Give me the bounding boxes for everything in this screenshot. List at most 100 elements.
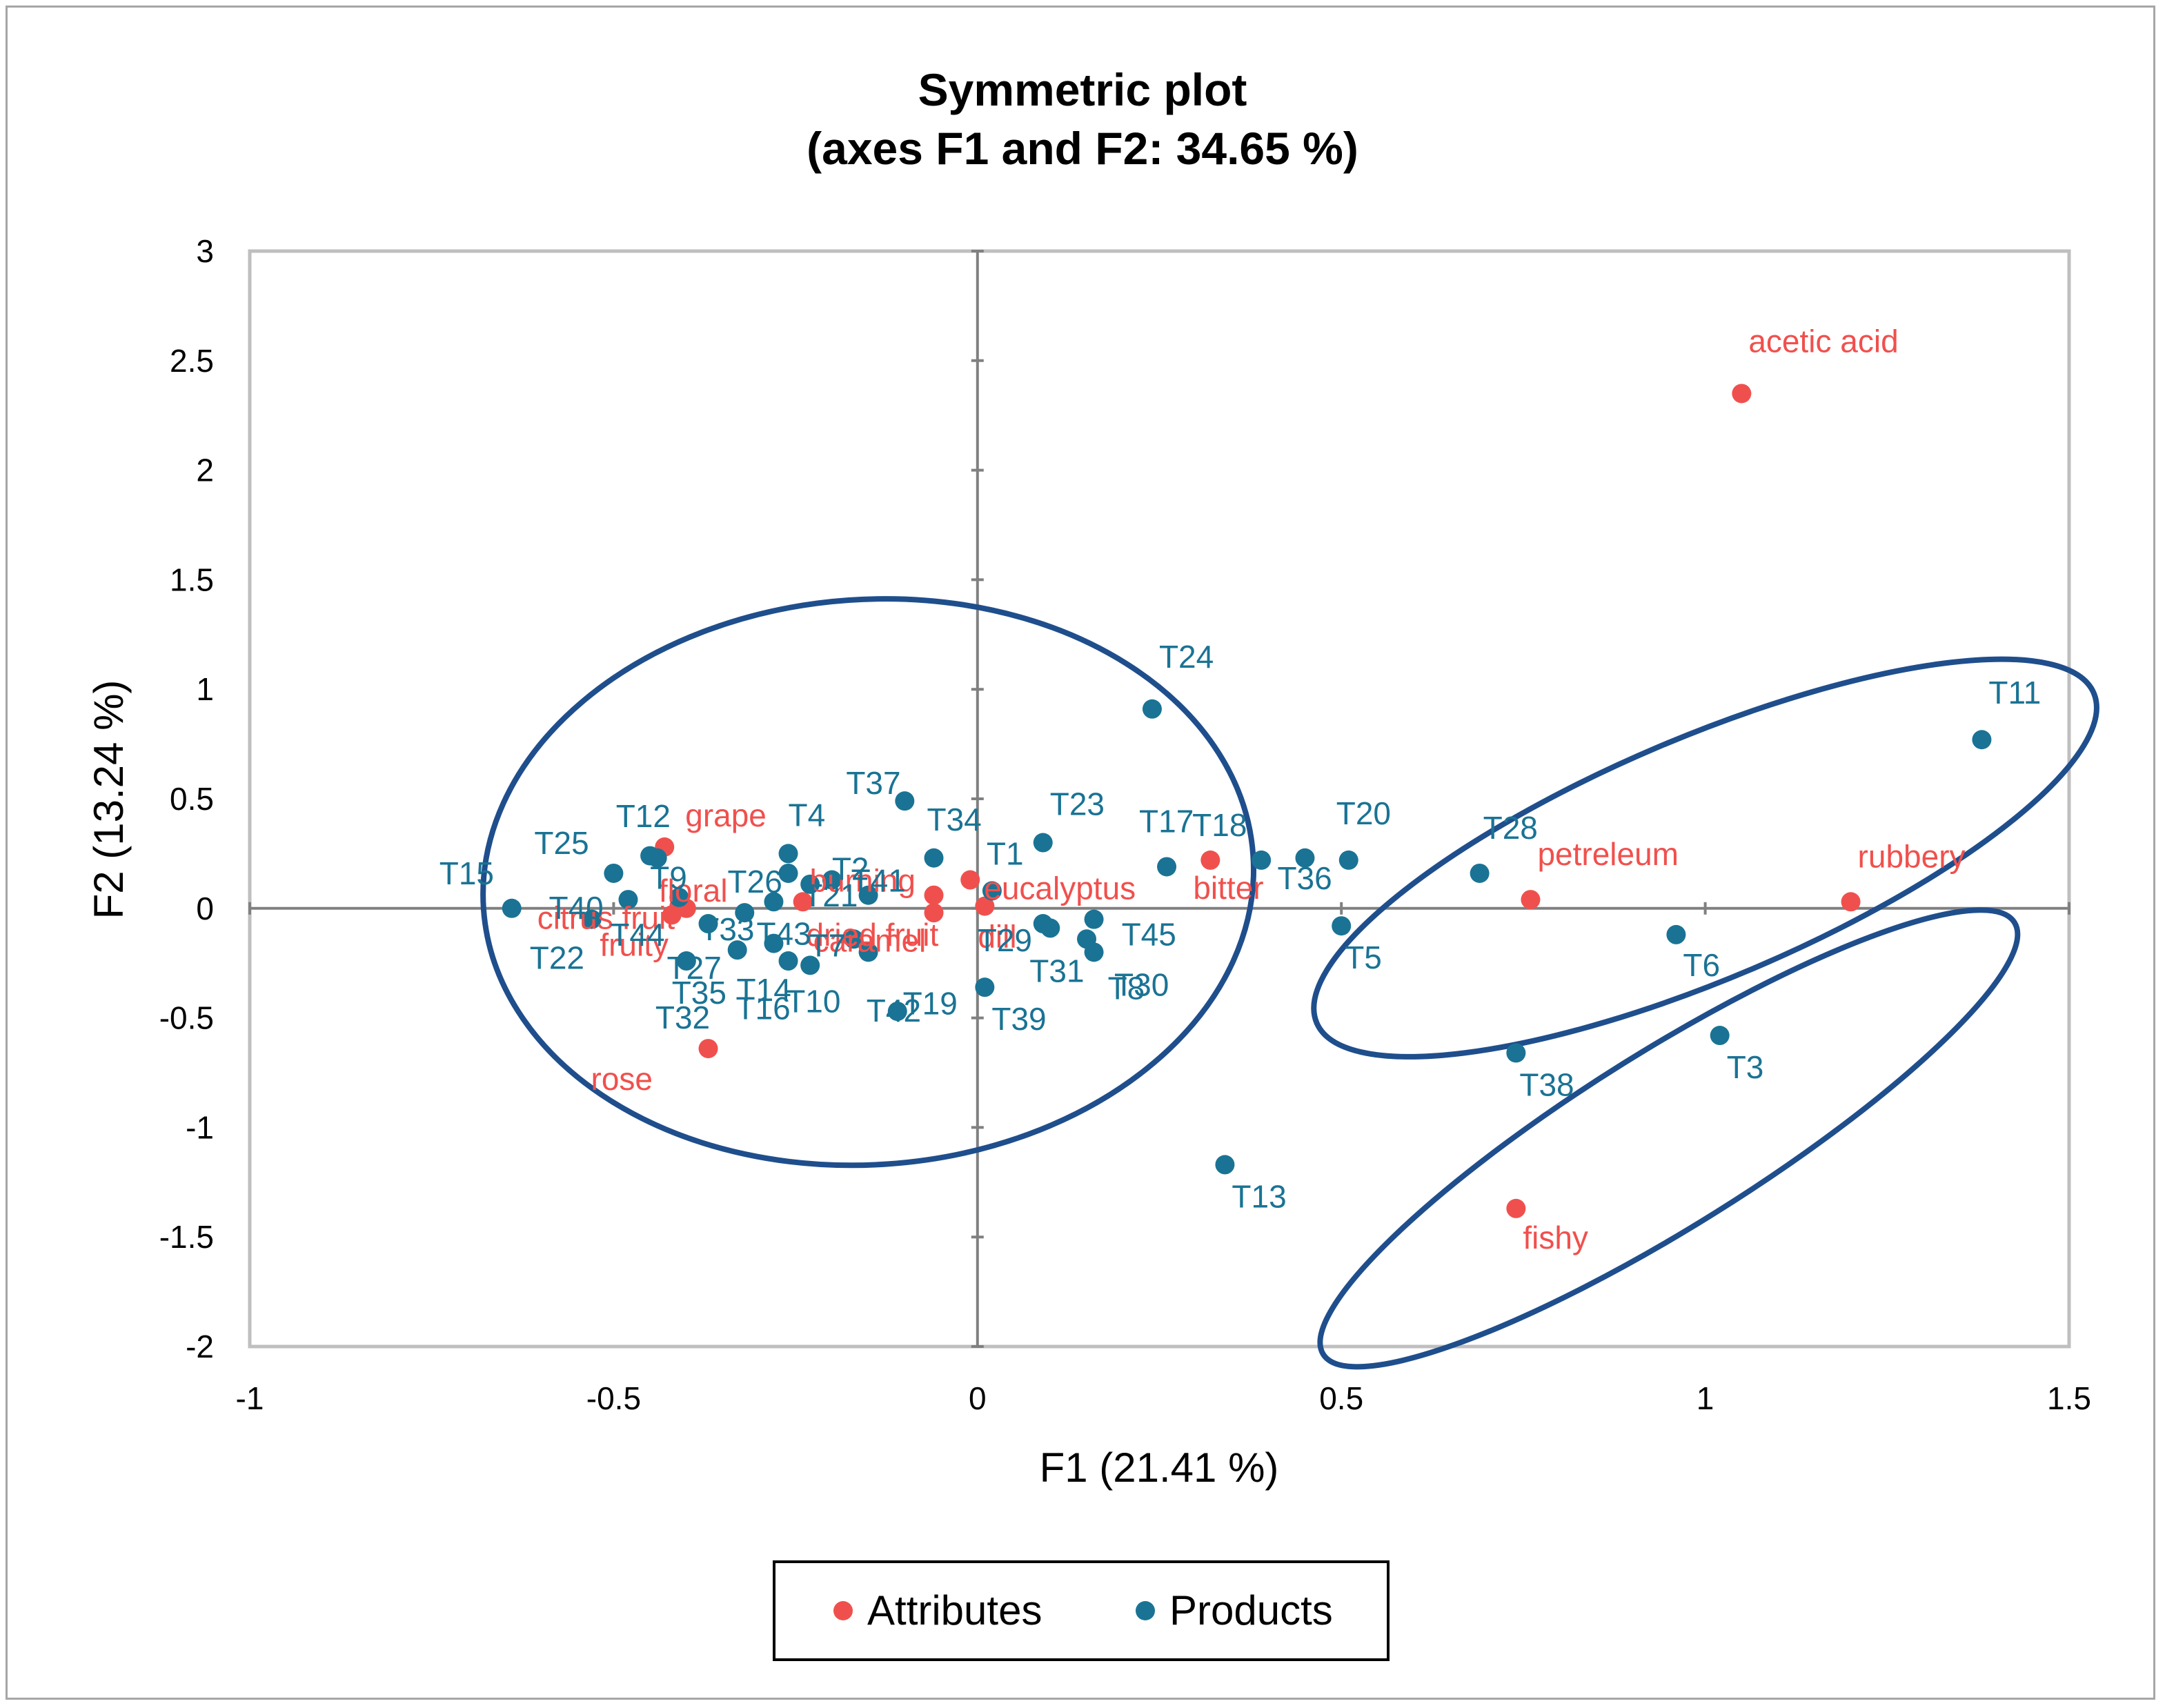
product-label-t24: T24: [1159, 639, 1214, 675]
product-point-t15: [502, 898, 522, 918]
group-ellipse-cluster-bottom: [1317, 907, 2021, 1370]
x-tick-label: 0: [969, 1380, 987, 1416]
product-label-t20: T20: [1336, 795, 1391, 831]
attribute-point-burning: [924, 885, 944, 905]
attribute-label-grape: grape: [685, 797, 767, 833]
product-point-t3: [1710, 1026, 1730, 1046]
product-point-t37: [895, 791, 915, 811]
product-label-t30: T30: [1114, 966, 1169, 1002]
product-label-t19: T19: [903, 985, 958, 1021]
product-label-t10: T10: [786, 983, 840, 1019]
product-point-t7: [844, 929, 864, 949]
product-point-t27: [698, 914, 718, 934]
product-label-t18: T18: [1192, 807, 1247, 843]
product-point-t34: [924, 848, 944, 868]
ellipse-layer: [480, 596, 2099, 1370]
product-point-t23: [1033, 833, 1053, 853]
product-label-t36: T36: [1277, 860, 1332, 896]
product-point-t14: [778, 951, 798, 971]
product-point-t2: [822, 870, 842, 890]
product-label-t6: T6: [1683, 947, 1720, 983]
x-tick-label: -1: [236, 1380, 264, 1416]
attribute-label-rubbery: rubbery: [1858, 838, 1966, 874]
y-tick-label: 0: [196, 891, 214, 926]
product-label-t17: T17: [1139, 803, 1194, 839]
product-label-t26: T26: [728, 864, 782, 900]
legend-products-label: Products: [1169, 1587, 1333, 1633]
product-point-t12: [647, 848, 667, 868]
y-tick-label: 2: [196, 453, 214, 488]
product-label-t32: T32: [655, 1000, 710, 1035]
attribute-point-dill: [975, 896, 995, 916]
y-tick-label: -1: [186, 1109, 214, 1145]
product-label-t22: T22: [530, 940, 584, 976]
product-label-t11: T11: [1988, 675, 2041, 711]
product-label-t33: T33: [700, 911, 754, 947]
product-label-t44: T44: [610, 917, 664, 953]
product-label-t27: T27: [667, 950, 722, 986]
product-point-t21: [800, 874, 820, 894]
product-label-t34: T34: [927, 802, 982, 837]
attribute-point-eucalyptus: [960, 870, 980, 890]
product-point-t19: [858, 942, 878, 962]
product-label-t14: T14: [737, 972, 791, 1008]
product-point-t40: [618, 890, 638, 910]
product-point-t25: [604, 863, 624, 883]
product-point-t43: [764, 892, 784, 912]
attribute-label-dried-fruit: dried fruit: [807, 917, 939, 953]
product-point-t31: [1040, 918, 1060, 938]
product-label-t29: T29: [978, 922, 1032, 958]
attribute-label-bitter: bitter: [1193, 870, 1263, 906]
product-point-t45: [1084, 909, 1104, 929]
product-point-t41: [858, 885, 878, 905]
product-point-t24: [1142, 699, 1162, 719]
chart-subtitle: (axes F1 and F2: 34.65 %): [807, 123, 1358, 174]
y-tick-label: 1: [196, 671, 214, 707]
product-label-t41: T41: [851, 863, 906, 899]
product-label-t3: T3: [1727, 1049, 1764, 1085]
product-label-t21: T21: [803, 877, 858, 913]
y-tick-label: -1.5: [159, 1219, 214, 1255]
product-label-t13: T13: [1232, 1178, 1286, 1214]
product-point-t18: [1252, 850, 1272, 870]
group-ellipse-cluster-right: [1311, 656, 2099, 1060]
product-point-t35: [727, 940, 747, 960]
chart-frame: [6, 6, 2155, 1700]
product-label-t2: T2: [832, 851, 869, 887]
product-label-t8: T8: [1108, 970, 1145, 1006]
tick-labels-layer: -1 -0.5 0 0.5 1 1.5 -2 -1.5 -1 -0.5 0 0.5 1 1.5 2 2.5 3: [159, 233, 2091, 1416]
product-point-t36: [1295, 848, 1315, 868]
product-label-t5: T5: [1345, 940, 1382, 975]
attribute-point-caramel: [793, 892, 813, 912]
product-point-t42: [887, 1002, 907, 1022]
product-label-t37: T37: [846, 765, 900, 801]
product-label-t38: T38: [1519, 1066, 1574, 1102]
product-point-t26: [778, 863, 798, 883]
product-point-t8: [1084, 942, 1104, 962]
product-point-t33: [735, 903, 755, 923]
y-tick-label: -2: [186, 1329, 214, 1364]
attribute-label-floral: floral: [659, 873, 728, 908]
product-label-t1: T1: [987, 835, 1024, 871]
legend-attributes-label: Attributes: [867, 1587, 1042, 1633]
x-tick-label: 1.5: [2047, 1380, 2091, 1416]
y-tick-label: 2.5: [170, 343, 214, 379]
attribute-point-fishy: [1506, 1198, 1526, 1218]
attribute-label-citrus-fruit: citrus fruit: [537, 900, 675, 935]
attribute-label-caramel: caramel: [813, 922, 927, 958]
product-point-t11: [1972, 730, 1992, 750]
product-label-t40: T40: [548, 890, 603, 926]
product-label-t15: T15: [439, 855, 494, 891]
product-label-t45: T45: [1122, 917, 1176, 953]
attribute-point-bitter: [1200, 850, 1220, 870]
attribute-point-rubbery: [1841, 892, 1861, 912]
attribute-label-fruity: fruity: [600, 927, 669, 963]
product-point-t6: [1666, 924, 1686, 944]
y-tick-label: 0.5: [170, 781, 214, 817]
product-point-t20: [1338, 850, 1358, 870]
y-tick-label: -0.5: [159, 1000, 214, 1036]
point-labels-layer: acetic acid rubbery petreleum fishy bitter eu…: [439, 323, 2042, 1255]
attribute-label-dill: dill: [978, 919, 1016, 955]
attribute-point-petreleum: [1521, 890, 1541, 910]
